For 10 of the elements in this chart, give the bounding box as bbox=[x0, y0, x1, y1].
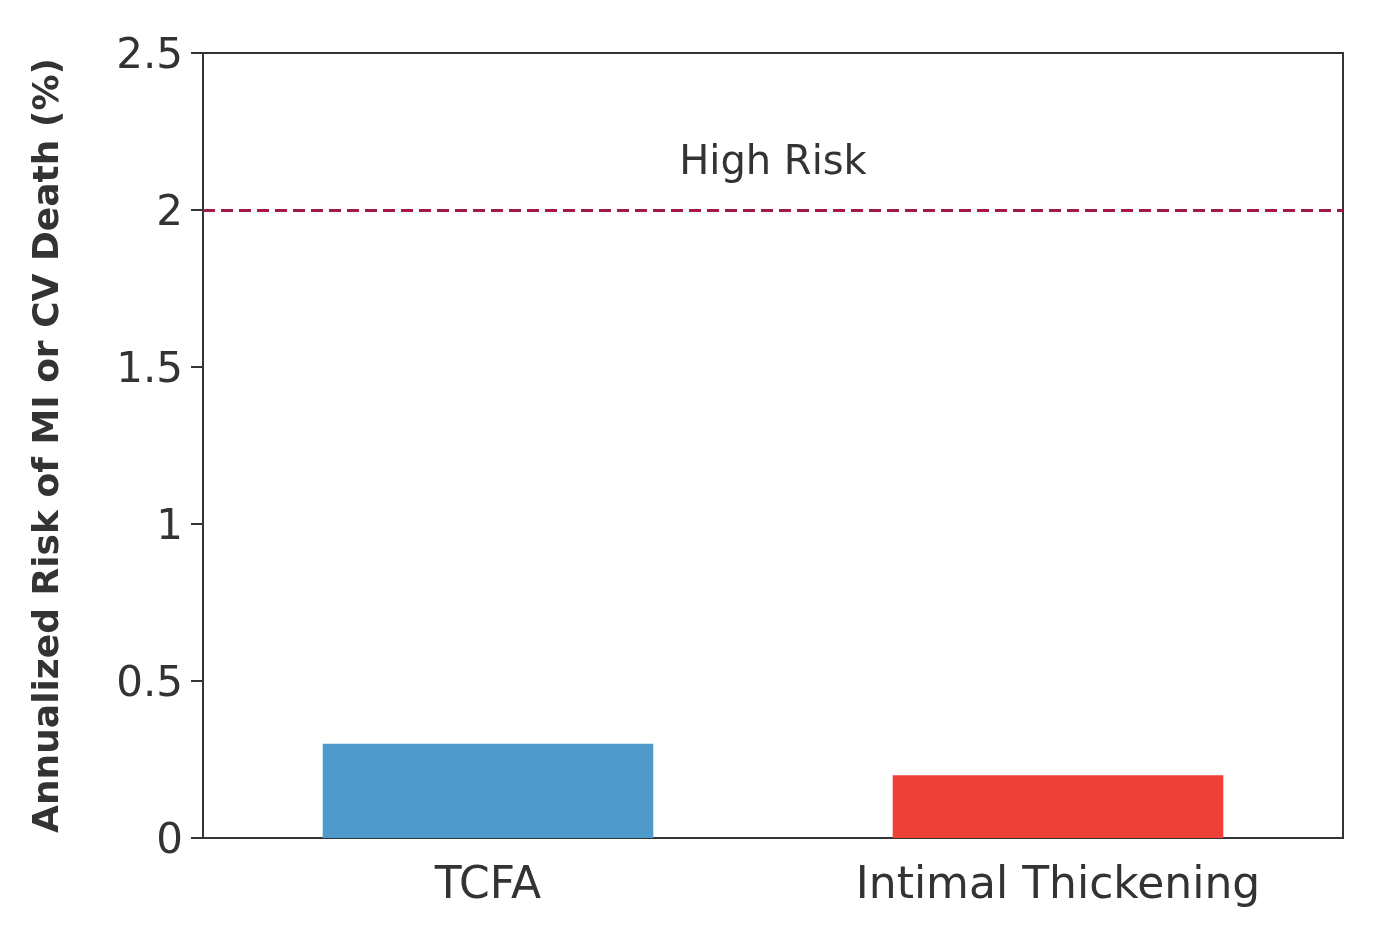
y-tick-label: 2 bbox=[156, 185, 183, 235]
x-tick-label: TCFA bbox=[433, 856, 542, 908]
y-tick-label: 2.5 bbox=[116, 28, 183, 78]
y-tick-label: 1 bbox=[156, 499, 183, 549]
x-tick-label: Intimal Thickening bbox=[855, 856, 1261, 908]
ref-line-label: High Risk bbox=[679, 137, 868, 183]
y-tick-label: 0 bbox=[156, 813, 183, 863]
y-tick-label: 0.5 bbox=[116, 656, 183, 706]
y-axis-title: Annualized Risk of MI or CV Death (%) bbox=[24, 58, 66, 833]
y-tick-label: 1.5 bbox=[116, 342, 183, 392]
